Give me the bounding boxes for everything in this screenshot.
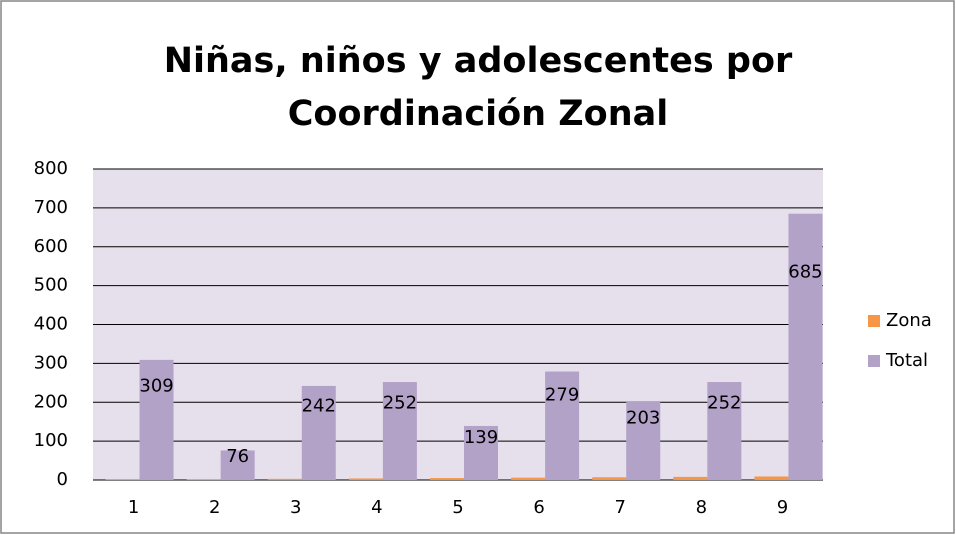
bar bbox=[788, 213, 823, 481]
bar bbox=[673, 476, 708, 480]
legend-swatch bbox=[868, 355, 880, 367]
x-tick-label: 6 bbox=[533, 497, 544, 518]
y-tick-label: 100 bbox=[34, 430, 68, 451]
y-tick-label: 300 bbox=[34, 352, 68, 373]
bar bbox=[592, 477, 627, 480]
bar bbox=[139, 359, 174, 480]
data-label: 76 bbox=[226, 446, 249, 467]
data-label: 309 bbox=[139, 375, 173, 396]
chart-title: Coordinación Zonal bbox=[288, 94, 668, 134]
legend-label: Total bbox=[885, 350, 928, 371]
bar bbox=[464, 425, 498, 480]
y-tick-label: 400 bbox=[34, 314, 68, 335]
data-label: 279 bbox=[545, 384, 579, 405]
bar bbox=[382, 382, 417, 480]
data-label: 252 bbox=[383, 393, 417, 414]
x-tick-label: 2 bbox=[209, 497, 220, 518]
y-tick-label: 0 bbox=[57, 469, 68, 490]
bar bbox=[348, 478, 383, 480]
x-tick-label: 5 bbox=[452, 497, 463, 518]
data-label: 685 bbox=[788, 261, 822, 282]
bar bbox=[626, 401, 661, 480]
legend-swatch bbox=[868, 315, 880, 327]
x-tick-label: 9 bbox=[777, 497, 788, 518]
legend-label: Zona bbox=[886, 310, 932, 331]
bar bbox=[511, 477, 546, 480]
data-label: 242 bbox=[302, 396, 336, 417]
x-tick-label: 8 bbox=[696, 497, 707, 518]
y-tick-label: 700 bbox=[34, 197, 68, 218]
data-label: 139 bbox=[464, 427, 498, 448]
bar bbox=[220, 450, 255, 480]
y-tick-label: 500 bbox=[34, 275, 68, 296]
bar bbox=[267, 478, 302, 480]
y-tick-label: 600 bbox=[34, 236, 68, 257]
bar bbox=[430, 478, 464, 480]
y-tick-label: 200 bbox=[34, 391, 68, 412]
bar bbox=[186, 479, 221, 480]
x-tick-label: 3 bbox=[290, 497, 301, 518]
bar bbox=[545, 371, 580, 480]
chart-title: Niñas, niños y adolescentes por bbox=[164, 41, 793, 81]
y-tick-label: 800 bbox=[34, 158, 68, 179]
x-tick-label: 7 bbox=[614, 497, 625, 518]
x-tick-label: 4 bbox=[371, 497, 382, 518]
data-label: 252 bbox=[707, 393, 741, 414]
x-tick-label: 1 bbox=[128, 497, 139, 518]
bar bbox=[754, 476, 789, 480]
bar bbox=[301, 385, 336, 480]
bar bbox=[707, 382, 742, 480]
data-label: 203 bbox=[626, 407, 660, 428]
